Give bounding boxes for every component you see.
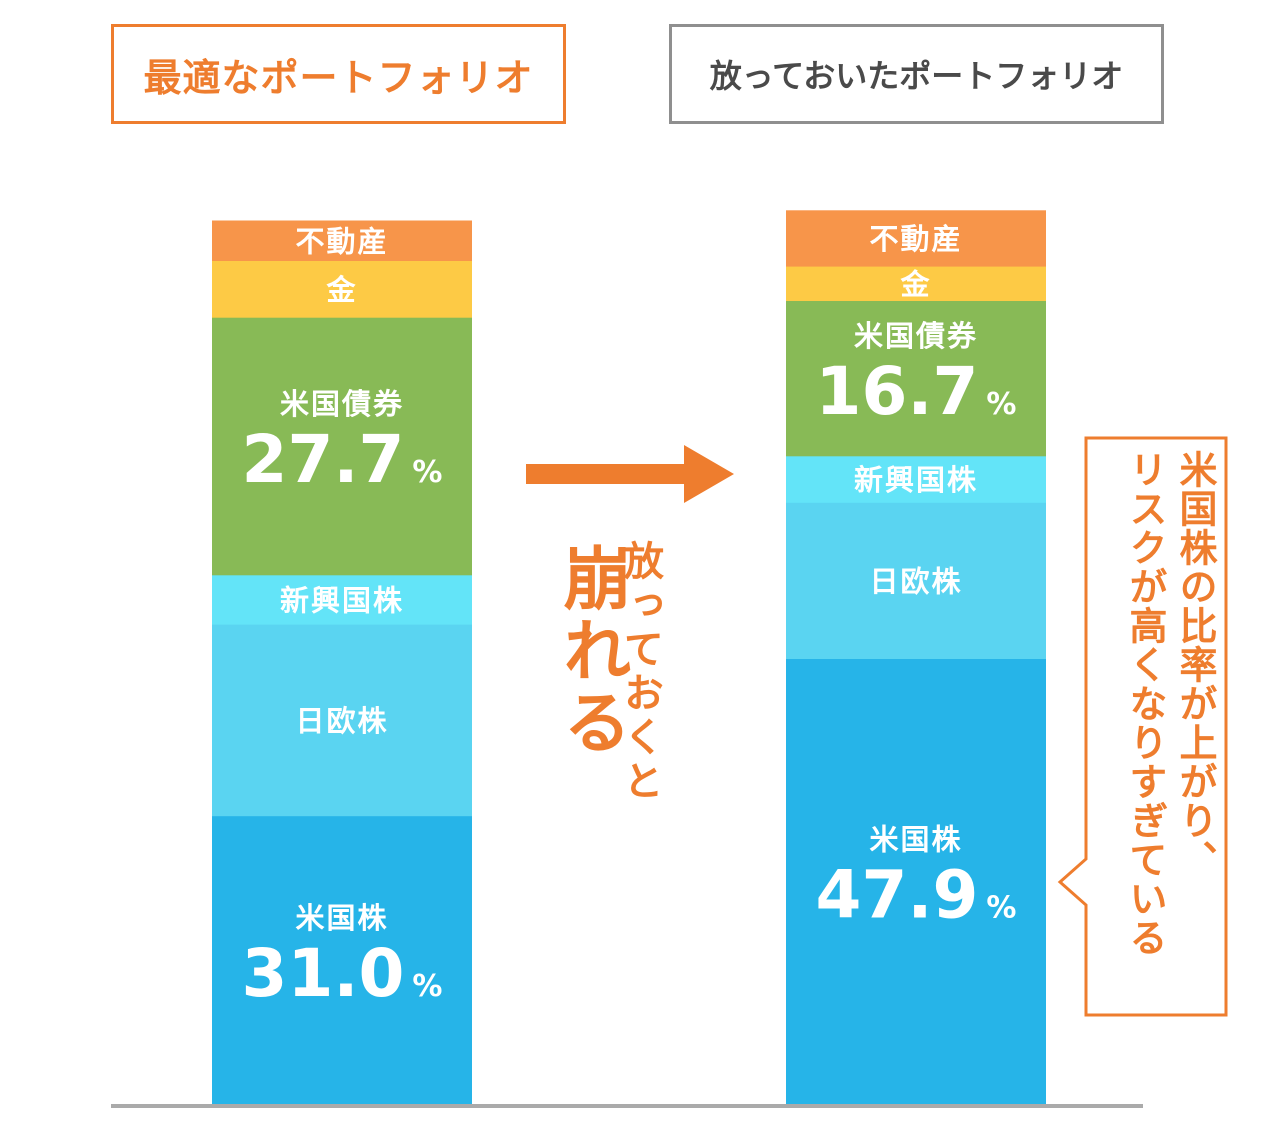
arrow-icon: [526, 445, 734, 503]
bar-segment: [212, 624, 472, 817]
bar-segment: [786, 266, 1046, 301]
bar-segment: [786, 455, 1046, 503]
neglect-caption: 放っておくと: [617, 540, 663, 804]
segment-label: 新興国株: [854, 463, 978, 497]
bar-segment: [786, 658, 1046, 1105]
value-number: 27.7: [242, 421, 405, 498]
segment-label: 米国株: [869, 822, 962, 856]
bar-segment: [212, 260, 472, 318]
value-number: 31.0: [242, 935, 405, 1012]
bar-segment: [212, 317, 472, 576]
value-number: 16.7: [816, 353, 979, 430]
segment-label: 米国株: [295, 901, 388, 935]
segment-label: 日欧株: [295, 704, 388, 738]
segment-value: 16.7%: [816, 353, 1017, 430]
segment-label: 日欧株: [869, 564, 962, 598]
segment-label: 金: [325, 273, 357, 307]
value-percent: %: [986, 890, 1016, 925]
neglected-portfolio-title: 放っておいたポートフォリオ: [669, 24, 1164, 124]
segment-label: 不動産: [295, 225, 388, 259]
segment-value: 47.9%: [816, 856, 1017, 933]
segment-label: 金: [899, 267, 931, 301]
bar-segment: [212, 815, 472, 1105]
value-percent: %: [986, 387, 1016, 422]
bar-segment: [786, 502, 1046, 659]
bars-layer: [212, 210, 1046, 1105]
value-percent: %: [412, 455, 442, 490]
bar-segment: [786, 300, 1046, 457]
bar-segment: [212, 220, 472, 261]
segment-value: 31.0%: [242, 935, 443, 1012]
segment-label: 米国債券: [280, 387, 404, 421]
segment-value: 27.7%: [242, 421, 443, 498]
collapse-caption: 崩れる: [551, 543, 630, 759]
bar-segment: [212, 574, 472, 625]
optimal-portfolio-title: 最適なポートフォリオ: [111, 24, 566, 124]
callout-line-1: 米国株の比率が上がり、: [1173, 450, 1217, 879]
value-number: 47.9: [816, 856, 979, 933]
segment-label: 新興国株: [280, 584, 404, 618]
callout-text: 米国株の比率が上がり、 リスクが高くなりすぎている: [1106, 450, 1220, 1010]
callout-line-2: リスクが高くなりすぎている: [1123, 450, 1167, 957]
value-percent: %: [412, 969, 442, 1004]
callout-bubble: [1057, 436, 1228, 1017]
segment-label: 不動産: [869, 222, 962, 256]
bar-segment: [786, 210, 1046, 267]
segment-label: 米国債券: [854, 319, 978, 353]
